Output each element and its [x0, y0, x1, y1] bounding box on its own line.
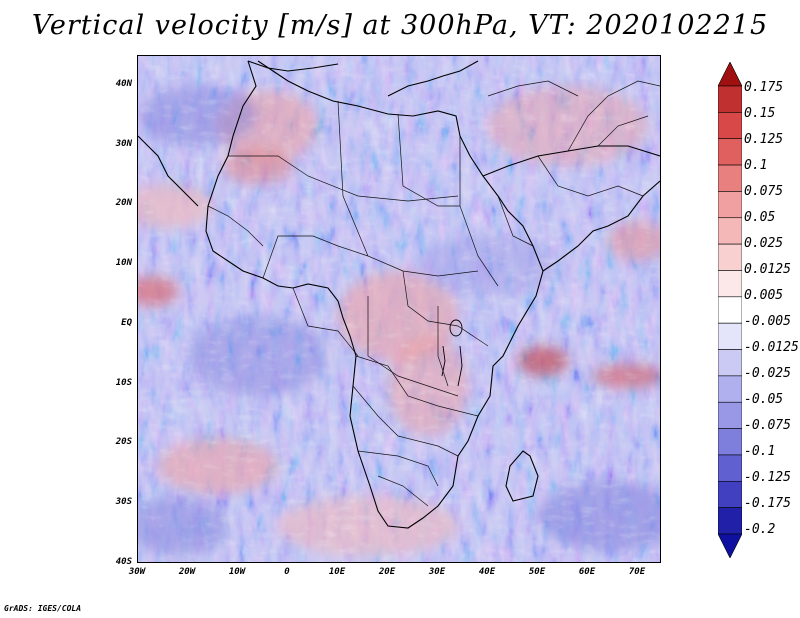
colorbar-level-label: -0.0125: [744, 340, 799, 355]
lon-label: 70E: [628, 567, 646, 577]
colorbar-level-label: -0.175: [744, 496, 791, 511]
colorbar-level-label: 0.05: [744, 210, 776, 225]
lon-label: 50E: [528, 567, 546, 577]
lat-label: 30S: [115, 497, 132, 507]
colorbar-level-label: -0.005: [744, 314, 791, 329]
colorbar-level-label: 0.175: [744, 80, 784, 95]
colorbar-swatch: [718, 401, 742, 429]
colorbar-level-label: 0.15: [744, 106, 776, 121]
colorbar-level-label: 0.025: [744, 236, 784, 251]
lon-label: 60E: [578, 567, 596, 577]
colorbar-swatch: [718, 112, 742, 140]
map-plot-area: [137, 55, 661, 563]
lat-label: 30N: [115, 139, 132, 149]
colorbar-swatch: [718, 296, 742, 324]
colorbar-swatch: [718, 322, 742, 350]
colorbar-swatch: [718, 85, 742, 113]
colorbar-level-label: 0.075: [744, 184, 784, 199]
colorbar-level-label: 0.005: [744, 288, 784, 303]
colorbar-level-label: 0.1: [744, 158, 768, 173]
colorbar-level-label: -0.05: [744, 392, 784, 407]
lat-label: 20N: [115, 198, 132, 208]
colorbar-level-label: 0.125: [744, 132, 784, 147]
colorbar-level-label: 0.0125: [744, 262, 791, 277]
colorbar-level-label: -0.125: [744, 470, 791, 485]
colorbar-swatch: [718, 191, 742, 219]
vertical-velocity-field: [138, 56, 660, 562]
colorbar: [718, 62, 742, 558]
colorbar-swatch: [718, 270, 742, 298]
map-title: Vertical velocity [m/s] at 300hPa, VT: 2…: [31, 10, 769, 41]
lon-label: 40E: [478, 567, 496, 577]
colorbar-swatch: [718, 507, 742, 535]
lat-label: 40N: [115, 79, 132, 89]
colorbar-swatch: [718, 454, 742, 482]
colorbar-swatch: [718, 138, 742, 166]
lat-label: 20S: [115, 437, 132, 447]
colorbar-swatch: [718, 428, 742, 456]
lon-label: 0: [284, 567, 290, 577]
lon-label: 20W: [178, 567, 196, 577]
coastlines: [138, 60, 660, 529]
colorbar-swatch: [718, 217, 742, 245]
colorbar-swatch: [718, 243, 742, 271]
colorbar-level-label: -0.075: [744, 418, 791, 433]
software-credit: GrADS: IGES/COLA: [4, 604, 82, 613]
colorbar-swatch: [718, 533, 742, 558]
colorbar-swatch: [718, 375, 742, 403]
colorbar-swatch: [718, 62, 742, 87]
lat-label: 10S: [115, 378, 132, 388]
lat-label: EQ: [121, 318, 132, 328]
colorbar-level-label: -0.025: [744, 366, 791, 381]
colorbar-level-label: -0.2: [744, 522, 776, 537]
lakes: [441, 319, 463, 387]
lon-label: 10E: [328, 567, 346, 577]
colorbar-level-label: -0.1: [744, 444, 776, 459]
lat-label: 40S: [115, 557, 132, 567]
lon-label: 10W: [228, 567, 246, 577]
colorbar-swatch: [718, 349, 742, 377]
lon-label: 30W: [128, 567, 146, 577]
colorbar-swatch: [718, 164, 742, 192]
colorbar-swatch: [718, 480, 742, 508]
political-borders: [207, 80, 660, 507]
lat-label: 10N: [115, 258, 132, 268]
lon-label: 30E: [428, 567, 446, 577]
lon-label: 20E: [378, 567, 396, 577]
